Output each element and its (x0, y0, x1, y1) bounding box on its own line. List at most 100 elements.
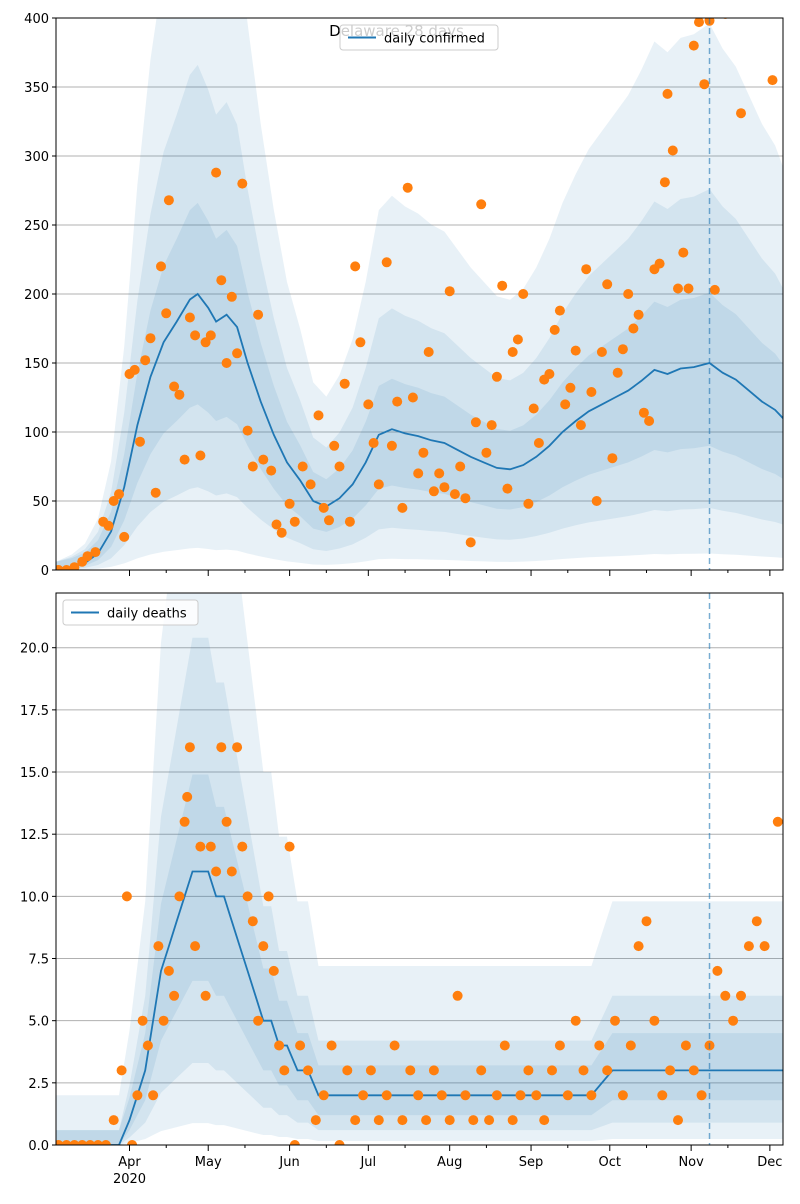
x-year-label: 2020 (113, 1172, 146, 1187)
data-point (678, 247, 689, 258)
data-point (318, 502, 329, 513)
data-point (528, 403, 539, 414)
data-point (644, 416, 655, 426)
data-point (313, 410, 324, 421)
data-point (200, 990, 211, 1001)
data-point (339, 378, 350, 389)
data-point (334, 1140, 345, 1145)
data-point (85, 1140, 96, 1145)
data-point (116, 1065, 127, 1076)
data-point (69, 1140, 80, 1145)
data-point (638, 407, 649, 418)
data-point (428, 1065, 439, 1076)
data-point (436, 1090, 447, 1101)
data-point (533, 438, 544, 448)
data-point (242, 425, 253, 436)
uncertainty-band (56, 637, 783, 1145)
data-point (284, 841, 295, 852)
data-point (342, 1065, 353, 1076)
data-point (439, 482, 450, 493)
data-point (153, 941, 164, 952)
x-tick-label: Sep (519, 1155, 544, 1170)
data-point (476, 1065, 487, 1076)
data-point (182, 791, 193, 802)
y-tick-label: 150 (24, 357, 49, 372)
data-point (258, 941, 269, 952)
data-point (641, 916, 652, 927)
data-point (444, 286, 455, 297)
axes-frame (55, 592, 784, 1146)
data-point (90, 547, 101, 558)
data-point (484, 1115, 495, 1126)
data-point (539, 1115, 550, 1126)
y-tick-label: 50 (32, 495, 49, 510)
data-point (268, 965, 279, 976)
plot-area (56, 593, 783, 1145)
uncertainty-band (56, 774, 783, 1145)
legend-label: daily confirmed (384, 32, 485, 47)
data-point (523, 498, 534, 509)
data-point (476, 199, 487, 210)
data-point (334, 461, 345, 472)
data-point (295, 1040, 306, 1051)
data-point (518, 289, 529, 299)
uncertainty-band (56, 593, 783, 1145)
data-point (266, 465, 277, 476)
data-point (163, 195, 174, 206)
data-point (103, 520, 114, 531)
data-point (547, 1065, 557, 1076)
data-point (649, 1015, 660, 1026)
data-point (554, 1040, 565, 1051)
data-point (158, 1015, 169, 1026)
data-point (226, 291, 237, 302)
data-point (460, 493, 471, 504)
data-point (205, 841, 216, 852)
y-tick-label: 20.0 (20, 642, 49, 657)
data-point (324, 515, 334, 526)
data-point (659, 177, 670, 188)
data-point (596, 347, 607, 357)
data-point (752, 6, 762, 16)
data-point (61, 1140, 72, 1145)
data-point (736, 990, 746, 1001)
data-point (444, 1115, 455, 1126)
data-point (699, 79, 710, 90)
y-tick-label: 5.0 (28, 1015, 49, 1030)
data-point (135, 436, 145, 447)
data-point (271, 519, 282, 530)
x-tick-label: Jul (359, 1155, 376, 1170)
data-point (610, 1015, 620, 1026)
data-point (407, 392, 418, 403)
data-point (350, 261, 361, 272)
data-point (633, 309, 644, 320)
data-point (397, 502, 408, 513)
x-tick-label: Aug (437, 1155, 462, 1170)
data-point (470, 417, 481, 428)
data-point (657, 1090, 668, 1101)
data-point (242, 891, 253, 902)
data-point (772, 816, 783, 827)
x-tick-label: Nov (678, 1155, 704, 1170)
data-point (253, 1015, 264, 1026)
data-point (560, 399, 571, 410)
data-point (373, 479, 384, 490)
data-point (617, 1090, 628, 1101)
data-point (423, 347, 434, 357)
confirmed-panel: 050100150200250300350400Delaware 28 days… (24, 6, 784, 579)
data-point (549, 324, 560, 335)
data-point (728, 1015, 739, 1026)
data-point (350, 1115, 361, 1126)
x-tick-label: Apr (118, 1155, 141, 1170)
data-point (594, 1040, 605, 1051)
data-point (326, 1040, 337, 1051)
data-point (77, 1140, 88, 1145)
data-point (421, 1115, 432, 1126)
data-point (305, 479, 316, 490)
legend-label: daily deaths (107, 607, 187, 622)
data-point (140, 355, 151, 366)
data-point (108, 1115, 119, 1126)
data-point (226, 866, 237, 877)
data-point (428, 486, 439, 497)
data-point (562, 1090, 573, 1101)
data-point (586, 387, 597, 397)
